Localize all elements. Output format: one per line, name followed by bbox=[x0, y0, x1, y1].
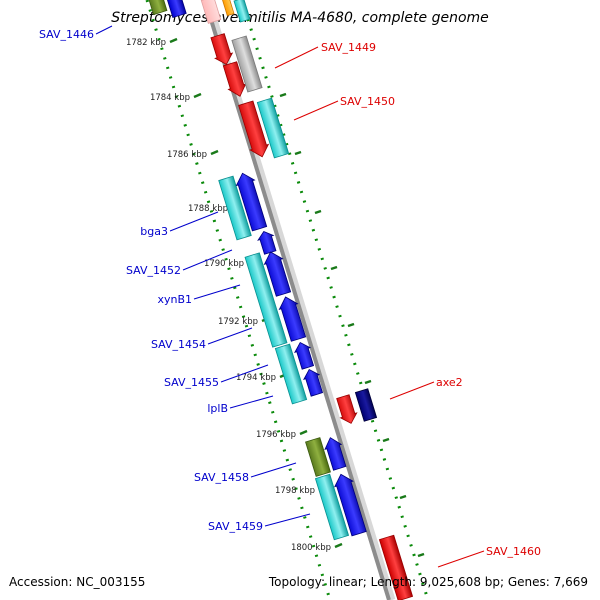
gene-label-leader bbox=[293, 100, 339, 121]
gene-label-leader bbox=[95, 25, 113, 35]
tick-label: 1796 kbp bbox=[256, 430, 296, 440]
gene-label-leader bbox=[193, 284, 241, 300]
gene-feature[interactable] bbox=[314, 473, 350, 541]
gene-feature[interactable] bbox=[200, 0, 222, 24]
tick-mark bbox=[382, 437, 390, 443]
gene-label-leader bbox=[220, 364, 269, 383]
tick-label: 1790 kbp bbox=[204, 259, 244, 269]
gene-feature[interactable] bbox=[354, 388, 378, 422]
gene-label[interactable]: SAV_1452 bbox=[126, 264, 181, 277]
gene-label[interactable]: SAV_1446 bbox=[39, 28, 94, 41]
gene-label[interactable]: SAV_1454 bbox=[151, 338, 206, 351]
gene-label[interactable]: bga3 bbox=[140, 225, 168, 238]
gene-feature[interactable] bbox=[233, 0, 251, 23]
gene-feature[interactable] bbox=[332, 472, 368, 537]
gene-feature[interactable] bbox=[233, 170, 268, 232]
gene-feature[interactable] bbox=[256, 229, 278, 255]
gene-label[interactable]: SAV_1449 bbox=[321, 41, 376, 54]
tick-mark bbox=[330, 265, 338, 271]
gene-feature[interactable] bbox=[276, 294, 307, 342]
gene-feature[interactable] bbox=[378, 534, 414, 600]
gene-feature[interactable] bbox=[244, 252, 288, 348]
tick-mark bbox=[193, 92, 202, 99]
gene-feature[interactable] bbox=[322, 435, 348, 471]
gene-label-leader bbox=[182, 249, 233, 271]
gene-label-leader bbox=[250, 462, 297, 478]
genome-axis bbox=[203, 0, 391, 600]
tick-mark bbox=[399, 494, 407, 500]
gene-label-leader bbox=[169, 211, 219, 232]
tick-label: 1800 kbp bbox=[291, 543, 331, 553]
gene-feature[interactable] bbox=[218, 175, 252, 241]
gene-feature[interactable] bbox=[293, 340, 316, 370]
gene-feature[interactable] bbox=[165, 0, 187, 19]
tick-label: 1782 kbp bbox=[126, 38, 166, 48]
gene-feature[interactable] bbox=[231, 35, 263, 93]
gene-label[interactable]: axe2 bbox=[436, 376, 463, 389]
gene-feature[interactable] bbox=[221, 61, 248, 99]
gene-label[interactable]: xynB1 bbox=[157, 293, 192, 306]
tick-mark bbox=[347, 322, 355, 328]
gene-features bbox=[146, 0, 414, 600]
accession-text: Accession: NC_003155 bbox=[9, 575, 146, 589]
gene-label[interactable]: lplB bbox=[207, 402, 228, 415]
gene-label[interactable]: SAV_1459 bbox=[208, 520, 263, 533]
gene-label-leader bbox=[389, 381, 435, 400]
tick-mark bbox=[334, 542, 343, 549]
gene-label[interactable]: SAV_1455 bbox=[164, 376, 219, 389]
gene-feature[interactable] bbox=[256, 97, 290, 159]
gene-feature[interactable] bbox=[335, 394, 359, 426]
tick-mark bbox=[279, 92, 287, 98]
topology-text: Topology: linear; Length: 9,025,608 bp; … bbox=[268, 575, 588, 589]
gene-feature[interactable] bbox=[274, 343, 308, 405]
gene-label-leader bbox=[264, 513, 311, 527]
gene-label-leader bbox=[207, 327, 253, 345]
tick-label: 1794 kbp bbox=[236, 373, 276, 383]
tick-mark bbox=[364, 379, 372, 385]
tick-mark bbox=[294, 150, 302, 156]
tick-label: 1792 kbp bbox=[218, 317, 258, 327]
gene-label[interactable]: SAV_1458 bbox=[194, 471, 249, 484]
tick-mark bbox=[417, 552, 425, 558]
gene-label-leader bbox=[274, 46, 319, 69]
gene-label-leader bbox=[229, 395, 274, 409]
gene-feature[interactable] bbox=[237, 100, 272, 159]
genome-axis-shadow bbox=[204, 0, 396, 600]
tick-mark bbox=[169, 37, 178, 44]
tick-mark bbox=[314, 209, 322, 215]
gene-label-leader bbox=[437, 550, 485, 568]
tick-label: 1788 kbp bbox=[188, 204, 228, 214]
tick-label: 1798 kbp bbox=[275, 486, 315, 496]
gene-labels: SAV_1446 SAV_1449 SAV_1450 bga3 SAV_1452 xynB… bbox=[39, 25, 541, 568]
gene-feature[interactable] bbox=[221, 0, 235, 17]
tick-label: 1786 kbp bbox=[167, 150, 207, 160]
gene-feature[interactable] bbox=[209, 33, 235, 67]
gene-feature[interactable] bbox=[302, 367, 325, 397]
tick-mark bbox=[210, 149, 219, 156]
gene-feature[interactable] bbox=[261, 249, 292, 297]
gene-label[interactable]: SAV_1460 bbox=[486, 545, 541, 558]
tick-label: 1784 kbp bbox=[150, 93, 190, 103]
gene-label[interactable]: SAV_1450 bbox=[340, 95, 395, 108]
tick-mark bbox=[299, 429, 308, 436]
gene-feature[interactable] bbox=[146, 0, 168, 16]
gene-feature[interactable] bbox=[305, 437, 331, 477]
